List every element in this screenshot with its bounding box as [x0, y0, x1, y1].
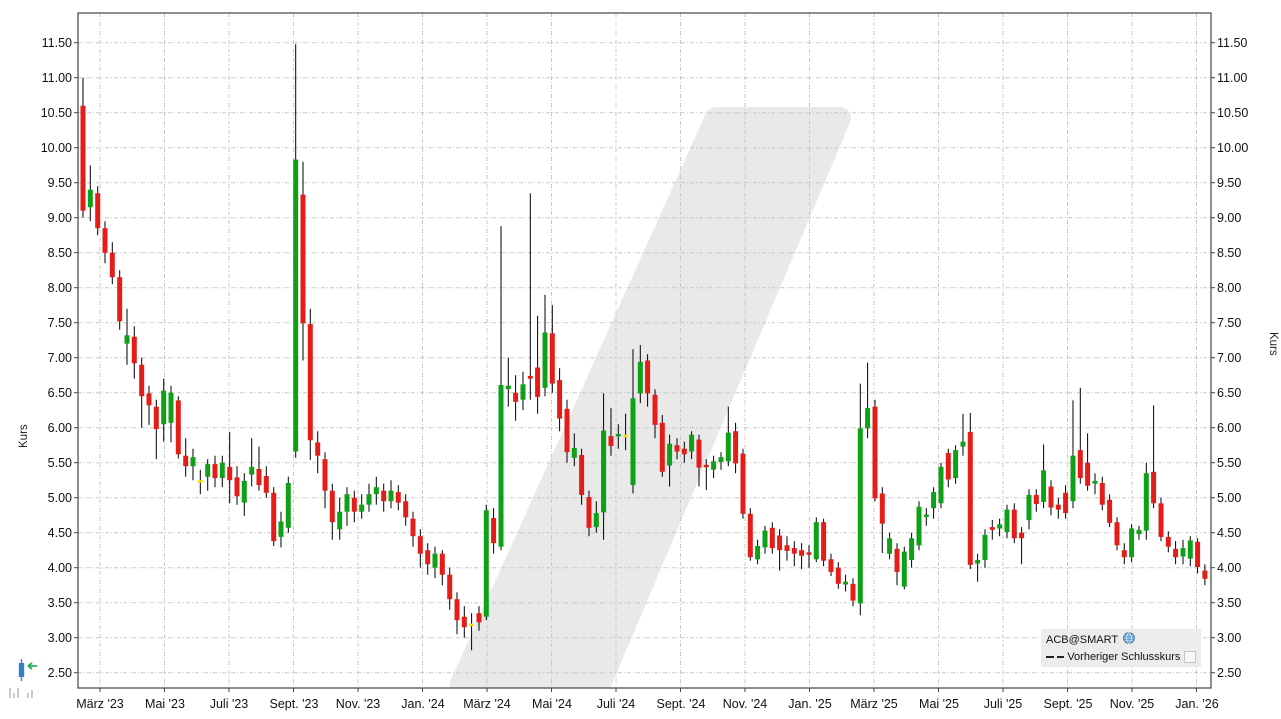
y-tick-label: 11.00: [1217, 71, 1248, 85]
candlestick-tool-icon[interactable]: [18, 659, 37, 681]
x-tick-label: Mai '25: [919, 697, 959, 711]
y-tick-label: 5.50: [1217, 456, 1242, 470]
y-tick-label: 2.50: [1217, 666, 1242, 680]
dashed-line-swatch: [1056, 655, 1065, 658]
y-tick-label: 11.50: [41, 36, 72, 50]
x-tick-label: Mai '23: [145, 697, 185, 711]
x-tick-label: Juli '23: [209, 697, 249, 711]
x-tick-label: Nov. '25: [1109, 697, 1155, 711]
y-axis-title-left: Kurs: [18, 424, 30, 448]
y-tick-label: 10.00: [1217, 141, 1249, 155]
dashed-line-swatch: [1046, 655, 1054, 658]
x-tick-label: Sept. '24: [656, 697, 706, 711]
y-tick-label: 6.50: [1217, 386, 1242, 400]
legend: ACB@SMART Vorheriger Schlusskurs: [1041, 629, 1201, 667]
y-tick-label: 4.50: [1217, 526, 1242, 540]
legend-series-row: ACB@SMART: [1046, 631, 1196, 648]
y-tick-label: 3.00: [47, 631, 72, 645]
y-tick-label: 8.50: [1217, 246, 1242, 260]
y-tick-label: 9.50: [1217, 176, 1242, 190]
x-tick-label: Juli '25: [983, 697, 1023, 711]
x-tick-label: Jan. '24: [401, 697, 445, 711]
legend-prev-close-row: Vorheriger Schlusskurs: [1046, 648, 1196, 665]
y-tick-label: 8.00: [1217, 281, 1242, 295]
legend-prev-close-label: Vorheriger Schlusskurs: [1067, 650, 1181, 663]
y-tick-label: 7.00: [1217, 351, 1242, 365]
y-tick-label: 7.50: [1217, 316, 1242, 330]
y-tick-label: 4.00: [47, 561, 72, 575]
y-tick-label: 5.00: [1217, 491, 1242, 505]
y-tick-label: 10.50: [1217, 106, 1249, 120]
x-tick-label: März '24: [463, 697, 511, 711]
y-tick-label: 3.50: [47, 596, 72, 610]
chart-toolbar: [4, 653, 60, 710]
y-axis-title-right: Kurs: [1267, 332, 1279, 356]
y-tick-label: 9.00: [1217, 211, 1242, 225]
x-tick-label: Sept. '23: [269, 697, 319, 711]
x-tick-label: Sept. '25: [1043, 697, 1093, 711]
y-tick-label: 10.00: [40, 141, 72, 155]
y-tick-label: 9.50: [47, 176, 72, 190]
y-tick-label: 2.50: [47, 666, 72, 680]
mini-bars-icon[interactable]: [9, 688, 33, 698]
y-tick-label: 9.00: [47, 211, 72, 225]
y-tick-label: 11.50: [1217, 36, 1248, 50]
y-tick-label: 7.00: [47, 351, 72, 365]
x-tick-label: März '23: [76, 697, 124, 711]
x-tick-label: März '25: [850, 697, 898, 711]
x-tick-label: Mai '24: [532, 697, 572, 711]
y-tick-label: 4.00: [1217, 561, 1242, 575]
y-tick-label: 3.50: [1217, 596, 1242, 610]
candles: [80, 44, 1208, 651]
legend-color-box[interactable]: [1184, 650, 1196, 663]
y-tick-label: 10.50: [40, 106, 72, 120]
y-tick-label: 5.50: [47, 456, 72, 470]
y-tick-label: 8.50: [47, 246, 72, 260]
y-tick-label: 6.50: [47, 386, 72, 400]
x-tick-label: Nov. '24: [722, 697, 768, 711]
x-tick-label: Jan. '25: [788, 697, 832, 711]
x-tick-label: Jan. '26: [1175, 697, 1219, 711]
y-tick-label: 11.00: [41, 71, 72, 85]
y-tick-label: 4.50: [47, 526, 72, 540]
x-tick-label: Nov. '23: [335, 697, 381, 711]
globe-icon[interactable]: [1123, 632, 1135, 647]
y-tick-label: 3.00: [1217, 631, 1242, 645]
y-tick-label: 6.00: [47, 421, 72, 435]
y-tick-label: 7.50: [47, 316, 72, 330]
y-tick-label: 6.00: [1217, 421, 1242, 435]
y-tick-label: 5.00: [47, 491, 72, 505]
x-tick-label: Juli '24: [596, 697, 636, 711]
y-tick-label: 8.00: [47, 281, 72, 295]
legend-series-name: ACB@SMART: [1046, 633, 1119, 646]
